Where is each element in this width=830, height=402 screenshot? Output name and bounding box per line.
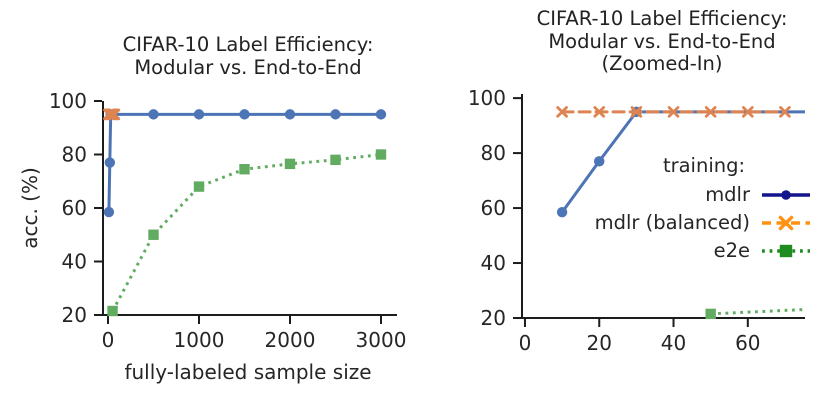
left-chart-y-axis-label: acc. (%) xyxy=(18,167,42,249)
marker-x-mdlr-balanced xyxy=(704,106,717,118)
marker-square-e2e xyxy=(375,149,387,160)
legend-label-e2e: e2e xyxy=(713,239,750,262)
plot-area-0 xyxy=(103,108,387,317)
plot-area-1 xyxy=(556,106,805,320)
marker-square-e2e xyxy=(705,308,716,320)
y-tick-label: 20 xyxy=(62,303,87,327)
y-tick-label: 40 xyxy=(62,250,87,274)
marker-square-e2e xyxy=(330,154,341,166)
marker-square-e2e xyxy=(148,229,159,240)
y-tick-label: 60 xyxy=(62,196,87,220)
marker-square-e2e xyxy=(107,305,118,317)
left-chart-title: CIFAR-10 Label Efficiency: Modular vs. E… xyxy=(122,33,374,79)
y-tick-label: 40 xyxy=(481,251,506,275)
marker-circle-mdlr xyxy=(594,156,605,167)
marker-x-mdlr-balanced xyxy=(667,106,680,118)
axes-spines-1 xyxy=(521,94,805,319)
marker-x-mdlr-balanced xyxy=(108,108,121,121)
x-tick-label: 2000 xyxy=(265,328,316,352)
x-tick-label: 0 xyxy=(519,331,532,355)
y-tick-label: 100 xyxy=(468,86,506,110)
legend-handle-mdlr xyxy=(762,190,810,200)
marker-circle-mdlr xyxy=(193,109,205,120)
x-tick-label: 0 xyxy=(102,328,115,352)
legend-handle-mdlr-balanced xyxy=(762,215,810,231)
x-tick-label: 40 xyxy=(661,331,686,355)
marker-x-mdlr-balanced xyxy=(593,106,606,118)
x-tick-label: 20 xyxy=(587,331,612,355)
y-tick-label: 100 xyxy=(49,89,87,113)
right-chart-title: CIFAR-10 Label Efficiency: Modular vs. E… xyxy=(536,7,788,75)
marker-circle-mdlr xyxy=(556,206,568,218)
legend-handle-e2e xyxy=(762,244,810,258)
marker-circle-mdlr xyxy=(148,109,159,120)
axes-spines-0 xyxy=(102,101,397,316)
x-tick-label: 60 xyxy=(735,331,760,355)
legend-label-mdlr-balanced: mdlr (balanced) xyxy=(594,211,750,234)
x-tick-label: 1000 xyxy=(174,328,225,352)
marker-circle-mdlr xyxy=(284,109,296,120)
y-tick-label: 20 xyxy=(481,306,506,330)
marker-circle-mdlr xyxy=(375,109,387,120)
marker-circle-mdlr xyxy=(104,157,116,168)
series-line-mdlr xyxy=(560,110,805,214)
marker-circle-mdlr xyxy=(103,206,115,218)
y-tick-label: 60 xyxy=(481,196,506,220)
marker-square-e2e xyxy=(193,181,205,192)
legend-title: training: xyxy=(662,154,746,177)
marker-square-e2e xyxy=(284,158,296,170)
y-tick-label: 80 xyxy=(62,143,87,167)
marker-circle-mdlr xyxy=(781,190,791,200)
marker-circle-mdlr xyxy=(239,109,250,120)
left-chart-x-axis-label: fully-labeled sample size xyxy=(124,360,372,384)
marker-x-mdlr-balanced xyxy=(556,106,568,118)
marker-x-mdlr-balanced xyxy=(779,106,791,118)
marker-circle-mdlr xyxy=(330,109,341,120)
marker-x-mdlr-balanced xyxy=(630,106,643,118)
marker-square-e2e xyxy=(239,164,250,175)
marker-square-e2e xyxy=(779,244,793,258)
marker-x-mdlr-balanced xyxy=(742,106,754,118)
legend-label-mdlr: mdlr xyxy=(705,183,750,206)
y-tick-label: 80 xyxy=(481,141,506,165)
x-tick-label: 3000 xyxy=(356,328,407,352)
marker-x-mdlr-balanced xyxy=(778,215,794,231)
